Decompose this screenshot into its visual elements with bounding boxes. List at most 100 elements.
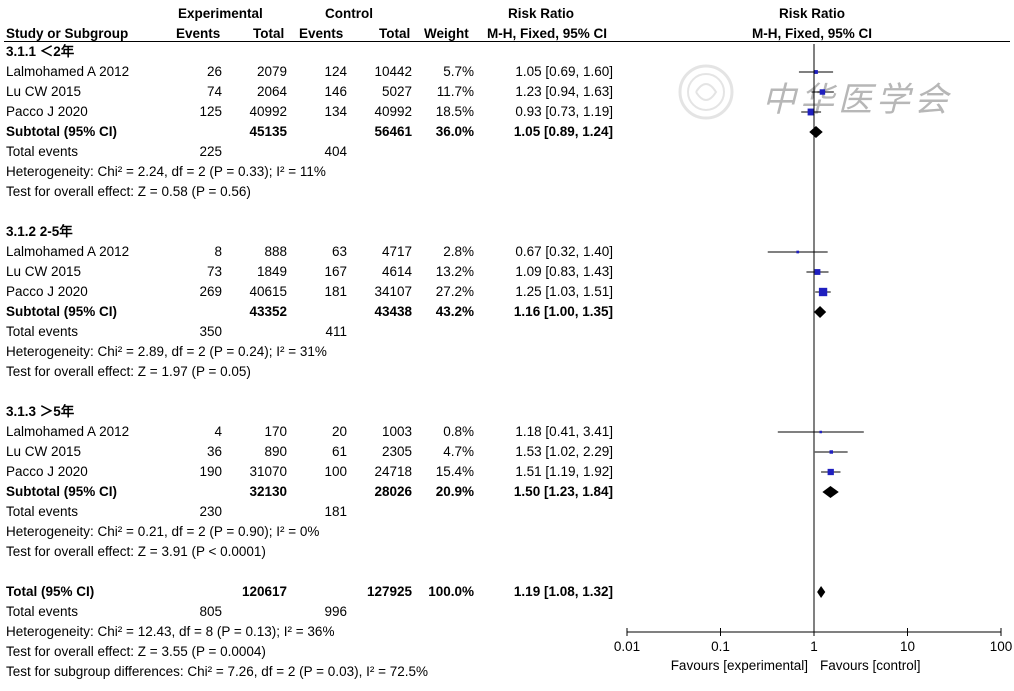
subgroup-title: 3.1.2 2-5年: [6, 224, 73, 239]
exp-total: 1849: [256, 264, 287, 279]
study-point: [814, 70, 818, 74]
header-exp-events: Events: [176, 26, 221, 41]
risk-ratio-ci: 1.09 [0.83, 1.43]: [515, 264, 613, 279]
exp-events: 269: [199, 284, 222, 299]
heterogeneity: Heterogeneity: Chi² = 2.24, df = 2 (P = …: [6, 164, 326, 179]
study-name: Pacco J 2020: [6, 464, 88, 479]
overall-effect: Test for overall effect: Z = 1.97 (P = 0…: [6, 364, 251, 379]
x-tick-label: 0.01: [614, 639, 640, 654]
subtotal-label: Subtotal (95% CI): [6, 124, 118, 139]
risk-ratio-ci: 1.18 [0.41, 3.41]: [515, 424, 613, 439]
exp-events: 26: [206, 64, 222, 79]
header-divider: [4, 41, 1010, 42]
total-events-exp: 225: [199, 144, 222, 159]
pooled-diamond: [814, 306, 827, 318]
subtotal-weight: 36.0%: [435, 124, 474, 139]
x-tick-label: 0.1: [711, 639, 730, 654]
ctl-events: 134: [324, 104, 347, 119]
total-events-label: Total events: [6, 504, 79, 519]
study-point: [807, 108, 815, 116]
ctl-events: 100: [324, 464, 347, 479]
exp-events: 190: [199, 464, 222, 479]
subtotal-exp-total: 43352: [249, 304, 287, 319]
total-events-label: Total events: [6, 604, 79, 619]
header-control: Control: [325, 6, 373, 21]
weight: 2.8%: [443, 244, 474, 259]
ctl-events: 124: [324, 64, 347, 79]
header-study: Study or Subgroup: [6, 26, 129, 41]
risk-ratio-ci: 0.67 [0.32, 1.40]: [515, 244, 613, 259]
risk-ratio-ci: 0.93 [0.73, 1.19]: [515, 104, 613, 119]
weight: 13.2%: [435, 264, 474, 279]
ctl-total: 5027: [381, 84, 412, 99]
overall-effect: Test for overall effect: Z = 3.91 (P < 0…: [6, 544, 266, 559]
overall-effect: Test for overall effect: Z = 0.58 (P = 0…: [6, 184, 251, 199]
exp-events: 73: [206, 264, 222, 279]
total-events-ctl: 404: [324, 144, 347, 159]
exp-events: 36: [206, 444, 222, 459]
total-events-exp: 230: [199, 504, 222, 519]
study-name: Lu CW 2015: [6, 264, 82, 279]
header-experimental: Experimental: [178, 6, 263, 21]
study-point: [819, 89, 826, 95]
weight: 27.2%: [435, 284, 474, 299]
exp-total: 170: [264, 424, 287, 439]
subtotal-ctl-total: 56461: [374, 124, 412, 139]
subtotal-ctl-total: 43438: [374, 304, 412, 319]
study-name: Lalmohamed A 2012: [6, 244, 130, 259]
study-point: [819, 430, 822, 434]
ctl-events: 146: [324, 84, 347, 99]
ctl-events: 20: [331, 424, 347, 439]
subtotal-ci: 1.16 [1.00, 1.35]: [513, 304, 613, 319]
ctl-events: 181: [324, 284, 347, 299]
weight: 15.4%: [435, 464, 474, 479]
total-weight: 100.0%: [428, 584, 474, 599]
weight: 0.8%: [443, 424, 474, 439]
total-events-label: Total events: [6, 324, 79, 339]
study-name: Lu CW 2015: [6, 84, 82, 99]
pooled-diamond: [817, 586, 826, 598]
exp-total: 890: [264, 444, 287, 459]
study-point: [818, 287, 828, 297]
weight: 11.7%: [436, 84, 474, 99]
subtotal-ci: 1.50 [1.23, 1.84]: [513, 484, 613, 499]
ctl-events: 63: [331, 244, 347, 259]
ctl-total: 1003: [381, 424, 412, 439]
risk-ratio-ci: 1.51 [1.19, 1.92]: [515, 464, 613, 479]
subgroup-title: 3.1.3 ＞5年: [6, 404, 75, 419]
study-name: Lu CW 2015: [6, 444, 82, 459]
ctl-events: 167: [324, 264, 347, 279]
exp-events: 125: [199, 104, 222, 119]
study-point: [814, 269, 821, 275]
study-point: [827, 468, 834, 476]
ctl-total: 2305: [381, 444, 412, 459]
study-name: Lalmohamed A 2012: [6, 64, 130, 79]
header-exp-total: Total: [253, 26, 285, 41]
exp-events: 74: [206, 84, 222, 99]
ctl-events: 61: [331, 444, 347, 459]
total-label: Total (95% CI): [6, 584, 95, 599]
header-weight: Weight: [424, 26, 469, 41]
subgroup-title: 3.1.1 ＜2年: [6, 44, 75, 59]
total-overall-effect: Test for overall effect: Z = 3.55 (P = 0…: [6, 644, 266, 659]
exp-events: 4: [214, 424, 222, 439]
x-tick-label: 10: [900, 639, 915, 654]
total-ctl-total: 127925: [366, 584, 412, 599]
total-events-exp: 350: [199, 324, 222, 339]
header-method: M-H, Fixed, 95% CI: [487, 26, 608, 41]
exp-total: 888: [264, 244, 287, 259]
risk-ratio-ci: 1.05 [0.69, 1.60]: [515, 64, 613, 79]
exp-total: 40992: [249, 104, 287, 119]
total-events-exp: 805: [199, 604, 222, 619]
subtotal-label: Subtotal (95% CI): [6, 304, 118, 319]
risk-ratio-ci: 1.53 [1.02, 2.29]: [515, 444, 613, 459]
subtotal-ci: 1.05 [0.89, 1.24]: [513, 124, 613, 139]
favours-experimental-label: Favours [experimental]: [671, 658, 808, 673]
ctl-total: 40992: [374, 104, 412, 119]
ctl-total: 4717: [381, 244, 412, 259]
pooled-diamond: [822, 486, 839, 498]
total-events-label: Total events: [6, 144, 79, 159]
x-tick-label: 1: [810, 639, 818, 654]
x-tick-label: 100: [990, 639, 1013, 654]
weight: 5.7%: [443, 64, 474, 79]
